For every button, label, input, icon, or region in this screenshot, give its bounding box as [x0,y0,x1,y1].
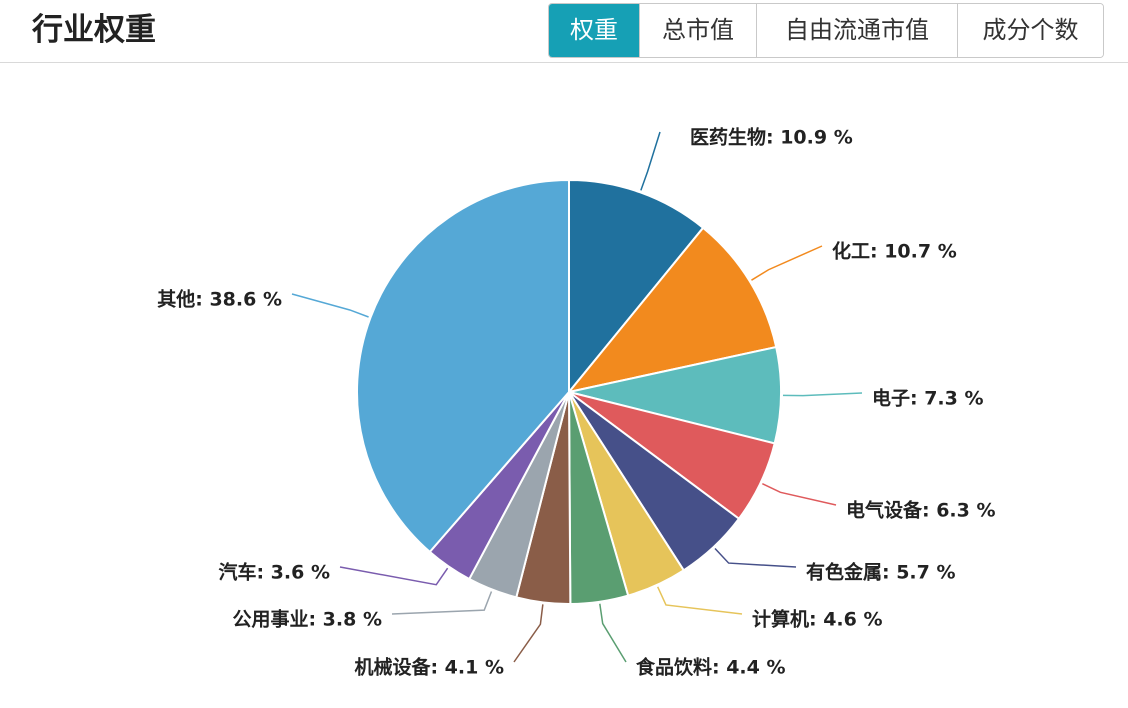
slice-label: 医药生物: 10.9 % [690,126,853,149]
slice-label: 机械设备: 4.1 % [354,656,504,679]
slice-label: 电气设备: 6.3 % [846,499,996,522]
slice-label: 其他: 38.6 % [157,288,282,311]
leader-line [339,566,449,586]
leader-lines [291,131,863,663]
page-title: 行业权重 [32,12,156,48]
tab-constituent-count[interactable]: 成分个数 [957,4,1103,57]
slice-label: 电子: 7.3 % [872,387,984,410]
pie-slice[interactable] [566,226,778,394]
pie-slices [356,178,782,606]
pie-slice[interactable] [568,178,705,395]
leader-line [762,483,837,506]
leader-line [391,591,493,615]
slice-label: 有色金属: 5.7 % [806,561,956,584]
tab-total-market-cap[interactable]: 总市值 [639,4,756,57]
pie-slice[interactable] [356,178,570,554]
leader-line [640,131,661,191]
slice-label: 汽车: 3.6 % [218,561,330,584]
tab-weight[interactable]: 权重 [549,4,639,57]
leader-line [599,603,627,663]
tab-group: 权重 总市值 自由流通市值 成分个数 [548,3,1104,58]
slice-labels: 医药生物: 10.9 % 化工: 10.7 % 电子: 7.3 % 电气设备: 6.3… [157,126,995,679]
leader-line [291,293,369,318]
leader-line [782,392,863,397]
header: 行业权重 权重 总市值 自由流通市值 成分个数 [0,0,1128,63]
slice-label: 公用事业: 3.8 % [232,608,382,631]
leader-line [656,586,743,615]
pie-slice[interactable] [568,345,782,445]
industry-weight-pie-chart: 医药生物: 10.9 % 化工: 10.7 % 电子: 7.3 % 电气设备: 6.3… [157,126,995,679]
slice-label: 食品饮料: 4.4 % [636,656,786,679]
slice-label: 化工: 10.7 % [832,240,957,263]
leader-line [513,604,544,663]
tab-free-float-market-cap[interactable]: 自由流通市值 [756,4,957,57]
leader-line [751,245,823,281]
leader-line [714,547,797,568]
slice-label: 计算机: 4.6 % [752,608,883,631]
